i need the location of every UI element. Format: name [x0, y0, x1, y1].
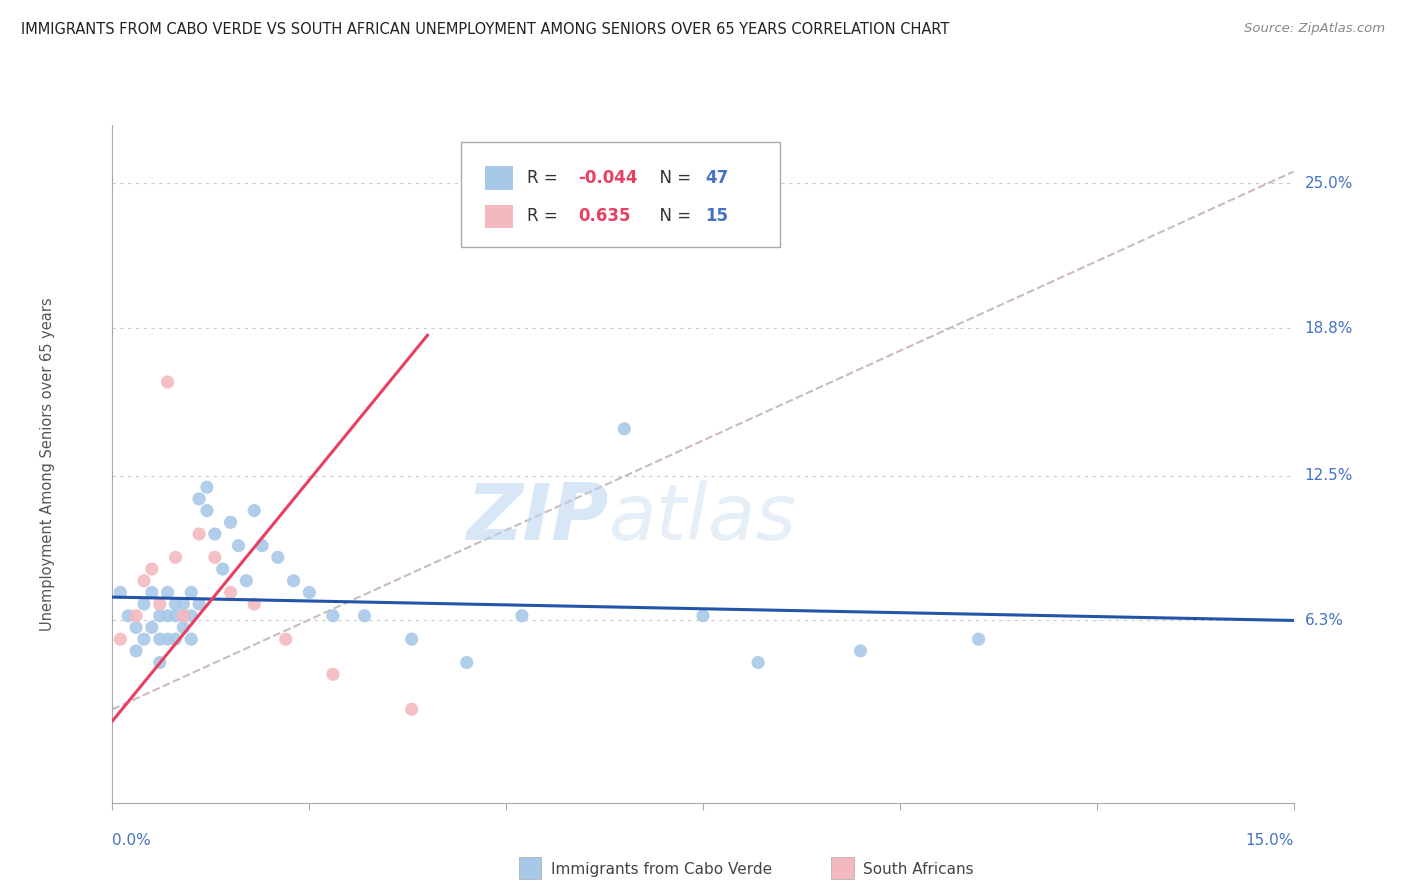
Text: 15: 15: [706, 208, 728, 226]
Point: [132, 632, 155, 647]
Point: [141, 620, 163, 634]
Point: [149, 632, 172, 647]
Point: [219, 516, 242, 530]
Point: [747, 656, 769, 670]
Point: [156, 375, 179, 389]
Point: [141, 562, 163, 576]
Point: [298, 585, 321, 599]
Point: [401, 702, 423, 716]
Point: [132, 597, 155, 611]
Point: [149, 656, 172, 670]
Point: [165, 632, 187, 647]
Text: 15.0%: 15.0%: [1246, 833, 1294, 848]
Point: [613, 422, 636, 436]
Point: [849, 644, 872, 658]
Point: [180, 585, 202, 599]
Point: [195, 480, 218, 494]
Point: [117, 608, 139, 623]
Point: [188, 527, 211, 541]
Text: 0.635: 0.635: [578, 208, 630, 226]
FancyBboxPatch shape: [485, 204, 513, 228]
Text: R =: R =: [527, 169, 562, 186]
Point: [172, 608, 194, 623]
Point: [235, 574, 257, 588]
Point: [283, 574, 305, 588]
Point: [165, 597, 187, 611]
Text: 47: 47: [706, 169, 728, 186]
Point: [243, 503, 266, 517]
Point: [322, 608, 344, 623]
Point: [267, 550, 290, 565]
Point: [250, 539, 273, 553]
Text: 25.0%: 25.0%: [1305, 176, 1353, 191]
Text: South Africans: South Africans: [863, 863, 974, 877]
Point: [219, 585, 242, 599]
Text: 0.0%: 0.0%: [112, 833, 152, 848]
Point: [165, 608, 187, 623]
Point: [180, 632, 202, 647]
Text: IMMIGRANTS FROM CABO VERDE VS SOUTH AFRICAN UNEMPLOYMENT AMONG SENIORS OVER 65 Y: IMMIGRANTS FROM CABO VERDE VS SOUTH AFRI…: [21, 22, 949, 37]
Point: [125, 608, 148, 623]
Text: Source: ZipAtlas.com: Source: ZipAtlas.com: [1244, 22, 1385, 36]
Text: 18.8%: 18.8%: [1305, 321, 1353, 335]
Text: -0.044: -0.044: [578, 169, 637, 186]
Text: R =: R =: [527, 208, 568, 226]
Text: 6.3%: 6.3%: [1305, 613, 1344, 628]
Point: [243, 597, 266, 611]
Point: [692, 608, 714, 623]
Point: [188, 597, 211, 611]
Point: [274, 632, 297, 647]
Point: [110, 632, 132, 647]
Point: [401, 632, 423, 647]
Point: [141, 585, 163, 599]
FancyBboxPatch shape: [461, 142, 780, 247]
Text: Immigrants from Cabo Verde: Immigrants from Cabo Verde: [551, 863, 772, 877]
Point: [195, 503, 218, 517]
Point: [967, 632, 990, 647]
Bar: [519, 857, 541, 879]
Text: N =: N =: [648, 169, 696, 186]
Point: [132, 574, 155, 588]
Point: [156, 585, 179, 599]
Point: [172, 608, 194, 623]
Text: ZIP: ZIP: [467, 480, 609, 556]
Bar: [831, 857, 853, 879]
Point: [125, 644, 148, 658]
Point: [156, 632, 179, 647]
Point: [204, 527, 226, 541]
Text: N =: N =: [648, 208, 696, 226]
Point: [188, 491, 211, 506]
Point: [149, 597, 172, 611]
Point: [510, 608, 533, 623]
Point: [353, 608, 375, 623]
Point: [180, 608, 202, 623]
FancyBboxPatch shape: [485, 166, 513, 190]
Point: [228, 539, 250, 553]
Point: [172, 597, 194, 611]
Point: [456, 656, 478, 670]
Text: atlas: atlas: [609, 480, 796, 556]
Point: [172, 620, 194, 634]
Point: [165, 550, 187, 565]
Point: [204, 550, 226, 565]
Point: [322, 667, 344, 681]
Point: [211, 562, 233, 576]
Point: [156, 608, 179, 623]
Point: [125, 620, 148, 634]
Point: [149, 608, 172, 623]
Point: [110, 585, 132, 599]
Text: Unemployment Among Seniors over 65 years: Unemployment Among Seniors over 65 years: [39, 297, 55, 631]
Text: 12.5%: 12.5%: [1305, 468, 1353, 483]
